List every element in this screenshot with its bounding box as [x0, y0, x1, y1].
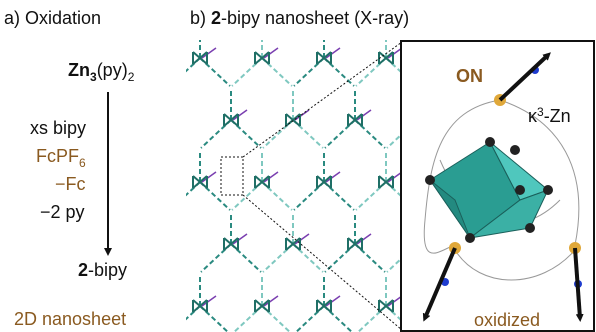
lattice-part [326, 296, 340, 306]
figure: a) Oxidation Zn3(py)2 xs bipy FcPF6 −Fc … [0, 0, 596, 332]
ligand: (py) [97, 60, 128, 80]
coordination-label: κ3-Zn [528, 105, 571, 126]
lattice-part [357, 110, 371, 120]
metal: Zn [68, 60, 90, 80]
lattice-part [233, 110, 247, 120]
lattice-part [326, 48, 340, 58]
condition: −2 py [40, 202, 85, 222]
lattice-part [264, 172, 278, 182]
lattice-part [233, 234, 247, 244]
condition: −Fc [55, 174, 86, 194]
product: 2-bipy [78, 260, 127, 280]
lattice-part [202, 48, 216, 58]
inset-caption: oxidized [474, 310, 540, 330]
lattice-part [388, 296, 402, 306]
lattice-part [388, 48, 402, 58]
compound-number: 2 [78, 260, 88, 280]
compound-name: -bipy [88, 260, 127, 280]
reactant: Zn3(py)2 [68, 60, 135, 84]
lattice-part [326, 172, 340, 182]
panel-b-label: b) 2-bipy nanosheet (X-ray) [190, 8, 409, 28]
label-text: -bipy nanosheet (X-ray) [221, 8, 409, 28]
lattice-part [232, 276, 292, 332]
lattice-part [264, 296, 278, 306]
subscript: 2 [128, 70, 135, 84]
prefix: b) [190, 8, 211, 28]
condition: xs bipy [30, 118, 86, 138]
lattice-part [202, 172, 216, 182]
lattice-part [295, 234, 309, 244]
footer: 2D nanosheet [14, 309, 126, 329]
oxidant: FcPF [36, 146, 79, 166]
lattice-part [202, 296, 216, 306]
lattice-part [357, 234, 371, 244]
compound-number: 2 [211, 8, 221, 28]
lattice-part [170, 276, 230, 332]
state-label: ON [456, 66, 483, 86]
lattice-part [295, 110, 309, 120]
kappa-rest: -Zn [544, 106, 571, 126]
subscript: 6 [79, 156, 86, 170]
lattice-part [264, 48, 278, 58]
lattice-part [294, 276, 354, 332]
zoom-box [221, 157, 243, 195]
condition: FcPF6 [36, 146, 86, 170]
panel-a-label: a) Oxidation [4, 8, 101, 28]
lattice-part [388, 172, 402, 182]
